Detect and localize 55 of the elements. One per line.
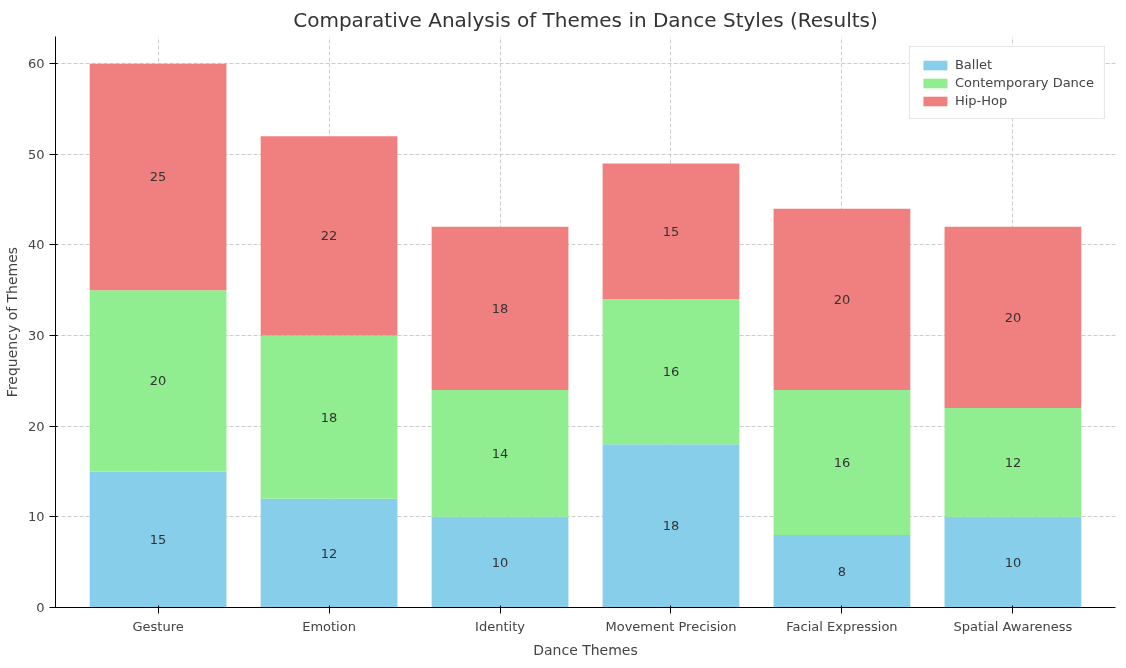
bar (944, 226, 1082, 409)
x-tick-label: Spatial Awareness (953, 618, 1073, 634)
bar (89, 63, 227, 291)
bar (602, 163, 740, 300)
bar (89, 471, 227, 608)
data-label: 20 (149, 373, 167, 389)
data-label: 8 (837, 563, 847, 579)
bar (431, 389, 569, 517)
bar (89, 290, 227, 472)
data-label: 25 (149, 169, 167, 185)
data-label: 18 (662, 518, 680, 534)
bar (944, 516, 1082, 608)
bar (773, 389, 911, 535)
data-label: 10 (1004, 554, 1022, 570)
bar (602, 299, 740, 445)
data-label: 15 (149, 532, 167, 548)
bar (260, 136, 398, 336)
x-tick-label: Facial Expression (786, 618, 898, 634)
x-tick-label: Identity (475, 618, 526, 634)
bar (260, 498, 398, 608)
data-label: 10 (491, 554, 509, 570)
y-tick-label: 0 (36, 600, 45, 615)
y-axis-title: Frequency of Themes (3, 246, 20, 398)
data-label: 16 (662, 364, 680, 380)
data-label: 12 (320, 545, 338, 561)
y-tick-label: 60 (27, 56, 45, 72)
legend-label: Contemporary Dance (954, 75, 1094, 90)
data-label: 22 (320, 228, 338, 244)
y-tick-label: 50 (27, 146, 45, 162)
y-tick-label: 10 (27, 509, 45, 525)
data-label: 18 (491, 300, 509, 316)
x-axis-title: Dance Themes (533, 641, 638, 658)
bar (260, 335, 398, 499)
bar (773, 208, 911, 390)
chart-title: Comparative Analysis of Themes in Dance Styles (Results) (293, 7, 878, 32)
data-label: 12 (1004, 454, 1022, 470)
x-tick-label: Emotion (302, 618, 356, 634)
data-label: 20 (833, 291, 851, 307)
bar (431, 516, 569, 608)
legend-label: Ballet (954, 57, 993, 72)
data-label: 14 (491, 445, 509, 461)
bar (602, 444, 740, 608)
bar (773, 534, 911, 608)
y-tick-label: 20 (27, 418, 45, 434)
data-label: 18 (320, 409, 338, 425)
x-tick-label: Movement Precision (605, 618, 737, 634)
y-tick-label: 40 (27, 237, 45, 253)
bar (431, 226, 569, 390)
bar (944, 408, 1082, 517)
data-label: 20 (1004, 309, 1022, 325)
x-tick-label: Gesture (132, 618, 184, 634)
y-tick-label: 30 (27, 328, 45, 344)
data-label: 15 (662, 223, 680, 239)
legend-label: Hip-Hop (954, 93, 1008, 108)
data-label: 16 (833, 454, 851, 470)
